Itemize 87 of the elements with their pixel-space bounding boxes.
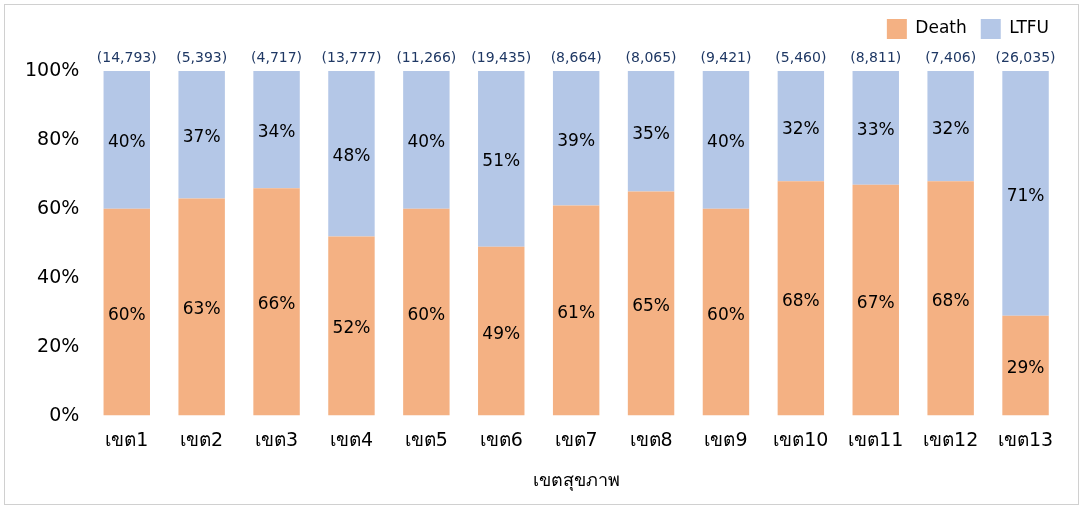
x-tick-label: เขต8: [629, 427, 673, 450]
data-label: 68%: [931, 289, 970, 310]
data-label: 60%: [707, 303, 745, 324]
bar: [552, 71, 600, 206]
data-label: 60%: [107, 303, 146, 324]
annotation: (5,460): [775, 48, 827, 65]
annotation: (8,065): [625, 48, 677, 65]
annotation: (11,266): [396, 48, 457, 65]
annotation: (5,393): [176, 48, 228, 65]
annotation: (26,035): [995, 48, 1056, 65]
bar: [103, 208, 150, 416]
data-label: 71%: [1006, 184, 1045, 205]
bar: [328, 236, 375, 416]
data-label: 37%: [182, 126, 221, 147]
data-label: 29%: [1006, 357, 1045, 378]
data-label: 40%: [707, 131, 745, 152]
x-tick-label: เขต1: [105, 427, 149, 450]
x-tick-label: เขต10: [773, 427, 829, 450]
legend-label: Death: [915, 17, 967, 38]
data-label: 40%: [107, 131, 146, 152]
annotation: (13,777): [321, 48, 382, 65]
annotation: (9,421): [700, 48, 752, 65]
bar: [552, 205, 600, 416]
data-label: 35%: [632, 122, 670, 143]
x-tick-label: เขต11: [848, 427, 904, 450]
bar: [178, 198, 225, 416]
bar: [253, 188, 300, 416]
bar: [178, 71, 225, 199]
data-label: 52%: [332, 317, 371, 338]
data-label: 67%: [856, 291, 895, 312]
bar: [478, 71, 525, 247]
y-tick-label: 0%: [49, 402, 80, 425]
bar: [1002, 71, 1049, 316]
y-tick-label: 20%: [37, 333, 80, 356]
annotation: (8,664): [550, 48, 602, 65]
x-tick-label: เขต13: [997, 427, 1054, 450]
data-label: 34%: [257, 121, 296, 141]
x-tick-label: เขต2: [180, 427, 224, 450]
bar: [328, 71, 375, 237]
data-label: 51%: [482, 150, 521, 171]
bar: [627, 71, 675, 192]
data-label: 61%: [557, 301, 596, 322]
data-label: 40%: [407, 131, 446, 152]
bar: [478, 246, 525, 416]
bar: [777, 181, 825, 416]
bar: [852, 71, 899, 185]
data-label: 63%: [182, 298, 221, 319]
bar: [253, 71, 300, 189]
data-label: 33%: [856, 119, 895, 140]
data-label: 65%: [632, 295, 670, 316]
y-tick-label: 40%: [37, 264, 80, 287]
y-tick-label: 80%: [37, 126, 80, 149]
y-tick-label: 100%: [24, 57, 80, 80]
bar: [403, 71, 450, 209]
bar: [852, 184, 899, 416]
x-tick-label: เขต12: [923, 427, 979, 450]
bar: [702, 71, 750, 209]
legend-label: LTFU: [1009, 17, 1050, 38]
x-axis-title: เขตสุขภาพ: [532, 468, 620, 491]
bar: [627, 191, 675, 416]
x-tick-label: เขต3: [255, 427, 299, 450]
data-label: 32%: [931, 117, 970, 138]
x-tick-label: เขต4: [329, 427, 374, 450]
annotation: (7,406): [925, 48, 977, 65]
x-tick-label: เขต5: [404, 427, 448, 450]
x-tick-label: เขต7: [554, 427, 598, 450]
x-tick-label: เขต6: [479, 427, 523, 450]
bar: [927, 71, 974, 182]
annotation: (19,435): [471, 48, 532, 65]
y-tick-label: 60%: [37, 195, 80, 218]
data-label: 39%: [557, 129, 596, 150]
annotation: (8,811): [850, 48, 902, 65]
bar: [702, 208, 750, 416]
bar: [403, 208, 450, 416]
data-label: 32%: [781, 117, 820, 138]
annotation: (14,793): [96, 48, 157, 65]
data-label: 48%: [332, 145, 371, 166]
bar: [1002, 315, 1049, 416]
data-label: 49%: [482, 322, 521, 343]
data-label: 68%: [781, 289, 820, 310]
x-tick-label: เขต9: [704, 427, 748, 450]
data-label: 66%: [257, 293, 296, 314]
data-label: 60%: [407, 303, 446, 324]
bar: [777, 71, 825, 182]
bar: [103, 71, 150, 209]
annotation: (4,717): [251, 48, 303, 65]
bar: [927, 181, 974, 416]
